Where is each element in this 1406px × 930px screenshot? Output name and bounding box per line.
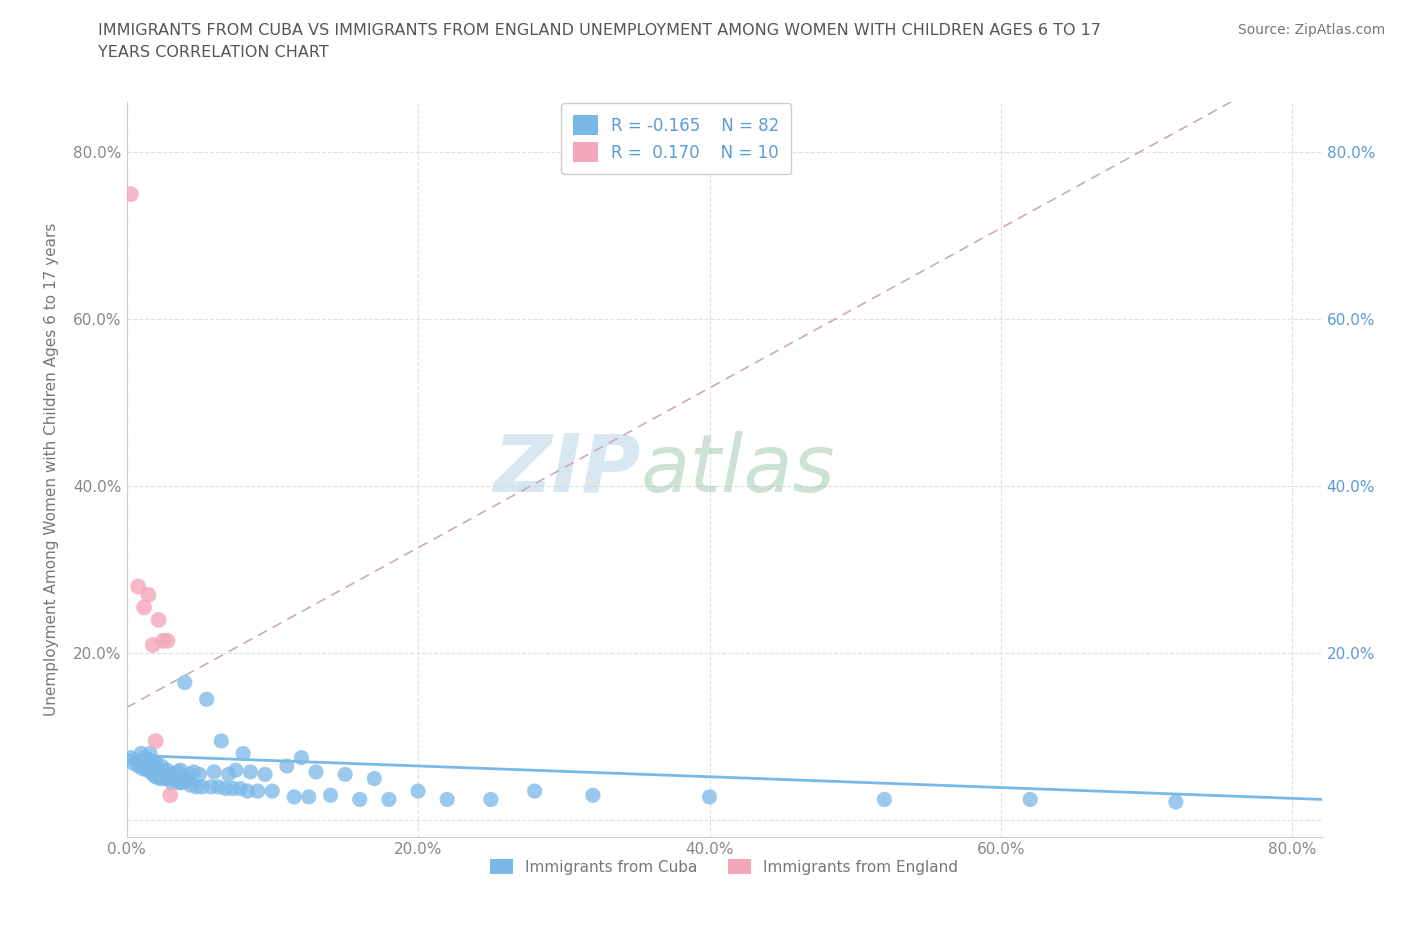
Point [479,792,502,807]
Point [436,792,458,807]
Point [183,764,205,779]
Point [142,638,165,653]
Point [146,767,169,782]
Point [129,756,152,771]
Point [180,777,202,792]
Text: YEARS CORRELATION CHART: YEARS CORRELATION CHART [98,45,329,60]
Point [138,759,160,774]
Point [170,776,193,790]
Point [150,759,173,774]
Point [138,588,160,603]
Text: ZIP: ZIP [494,431,640,509]
Point [132,752,155,767]
Point [141,759,163,774]
Point [188,767,211,782]
Legend: Immigrants from Cuba, Immigrants from England: Immigrants from Cuba, Immigrants from En… [484,853,965,881]
Point [169,763,191,777]
Point [152,771,174,786]
Point [186,779,208,794]
Point [246,784,269,799]
Point [149,771,172,786]
Point [319,788,342,803]
Point [142,767,165,782]
Point [349,792,371,807]
Point [406,784,429,799]
Point [129,746,152,761]
Point [232,746,254,761]
Point [179,767,201,782]
Point [363,771,385,786]
Point [139,763,162,777]
Point [159,767,181,782]
Point [136,763,159,777]
Point [120,751,142,765]
Text: atlas: atlas [640,431,835,509]
Point [262,784,284,799]
Point [125,752,148,767]
Point [191,779,214,794]
Point [276,759,298,774]
Point [148,613,170,628]
Point [222,781,245,796]
Point [156,633,179,648]
Point [873,792,896,807]
Point [174,773,197,788]
Point [134,751,156,765]
Point [209,734,232,749]
Point [145,754,167,769]
Point [120,187,142,202]
Point [305,764,328,779]
Point [138,752,160,767]
Point [236,784,259,799]
Point [156,763,179,777]
Point [139,746,162,761]
Point [159,788,181,803]
Point [148,763,170,777]
Point [143,764,166,779]
Point [142,756,165,771]
Point [145,734,167,749]
Point [145,769,167,784]
Point [298,790,321,804]
Point [214,781,236,796]
Point [582,788,605,803]
Point [152,633,174,648]
Point [127,759,149,774]
Point [207,779,229,794]
Point [378,792,401,807]
Point [132,600,155,615]
Point [253,767,276,782]
Point [131,761,153,776]
Point [163,771,186,786]
Point [167,776,190,790]
Point [153,764,176,779]
Point [162,767,184,782]
Point [523,784,546,799]
Point [333,767,356,782]
Point [157,771,180,786]
Point [200,779,222,794]
Point [699,790,721,804]
Point [1019,792,1042,807]
Point [122,756,145,771]
Point [1164,794,1187,809]
Text: Source: ZipAtlas.com: Source: ZipAtlas.com [1237,23,1385,37]
Text: IMMIGRANTS FROM CUBA VS IMMIGRANTS FROM ENGLAND UNEMPLOYMENT AMONG WOMEN WITH CH: IMMIGRANTS FROM CUBA VS IMMIGRANTS FROM … [98,23,1101,38]
Point [283,790,305,804]
Point [160,776,183,790]
Point [239,764,262,779]
Point [225,763,247,777]
Point [134,756,156,771]
Point [173,675,195,690]
Y-axis label: Unemployment Among Women with Children Ages 6 to 17 years: Unemployment Among Women with Children A… [45,223,59,716]
Point [166,764,188,779]
Point [195,692,218,707]
Point [128,754,150,769]
Point [155,767,177,782]
Point [229,781,252,796]
Point [127,579,149,594]
Point [290,751,312,765]
Point [202,764,225,779]
Point [218,767,240,782]
